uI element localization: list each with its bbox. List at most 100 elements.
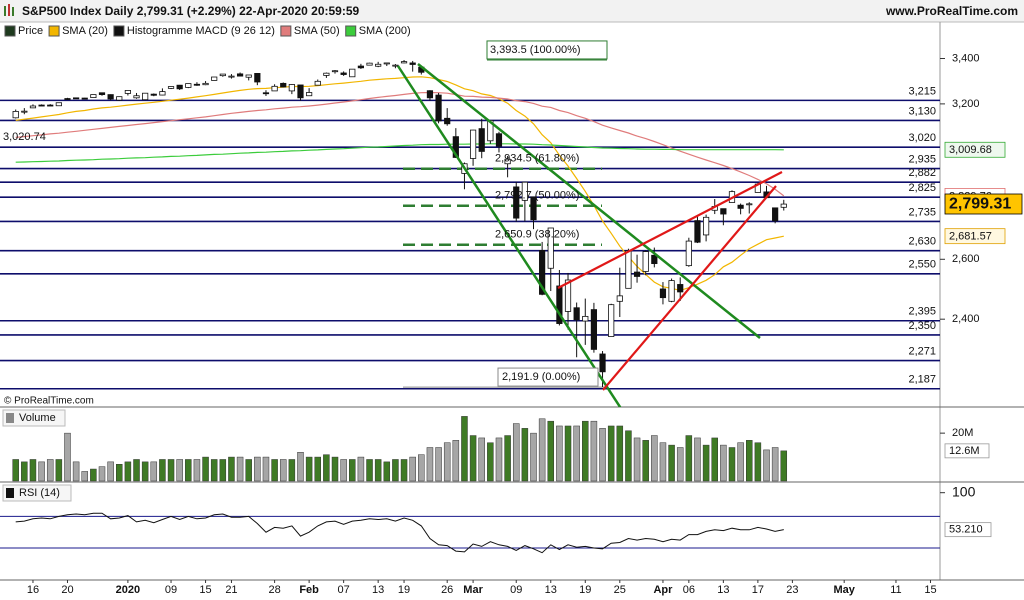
volume-bar bbox=[556, 425, 563, 482]
sma-line bbox=[15, 91, 785, 197]
candle-body bbox=[780, 203, 787, 208]
volume-bar bbox=[642, 440, 649, 482]
legend-label: SMA (50) bbox=[294, 25, 340, 37]
volume-bar bbox=[236, 456, 244, 482]
candle-body bbox=[116, 96, 123, 101]
x-tick-label: 21 bbox=[225, 584, 237, 596]
trend-line bbox=[602, 185, 777, 391]
candle-body bbox=[659, 288, 667, 299]
volume-bar bbox=[193, 459, 201, 482]
candle-body bbox=[21, 110, 28, 113]
volume-bar bbox=[651, 435, 658, 482]
candle-body bbox=[616, 295, 623, 302]
candle-body bbox=[124, 90, 131, 94]
level-label: 2,630 bbox=[908, 236, 936, 248]
volume-bar bbox=[685, 435, 693, 482]
candle-body bbox=[478, 128, 485, 152]
volume-bar bbox=[478, 437, 485, 482]
volume-bar bbox=[12, 459, 19, 482]
volume-bar bbox=[185, 459, 192, 482]
candle-body bbox=[357, 65, 365, 69]
panel-title: Volume bbox=[19, 412, 56, 424]
candle-body bbox=[262, 92, 270, 95]
volume-bar bbox=[323, 454, 330, 482]
x-tick-label: 06 bbox=[683, 584, 695, 596]
fib-label-box bbox=[486, 40, 608, 60]
candle-body bbox=[590, 309, 598, 350]
level-label: 3,215 bbox=[908, 85, 936, 97]
volume-bar bbox=[521, 428, 529, 482]
candle-body bbox=[409, 62, 416, 65]
x-tick-label: 11 bbox=[890, 584, 901, 596]
candle-body bbox=[323, 72, 330, 76]
level-label: 2,735 bbox=[908, 206, 936, 218]
volume-bar bbox=[167, 459, 175, 482]
legend-swatch bbox=[48, 25, 60, 37]
legend-label: Histogramme MACD (9 26 12) bbox=[127, 25, 275, 37]
level-label: 2,825 bbox=[908, 182, 936, 194]
volume-bar bbox=[219, 459, 227, 482]
volume-bar bbox=[728, 447, 736, 482]
level-label: 2,395 bbox=[908, 306, 936, 318]
candle-body bbox=[685, 240, 692, 267]
level-label: 2,882 bbox=[908, 167, 936, 179]
sma-line bbox=[15, 76, 784, 292]
volume-bar bbox=[737, 442, 744, 482]
volume-bar bbox=[659, 442, 667, 482]
candle-body bbox=[625, 250, 632, 289]
overlay-layer: Price SMA (20) Histogramme MACD (9 26 12) S… bbox=[2, 25, 1023, 596]
last-value-label: 12.6M bbox=[949, 445, 980, 457]
volume-bar bbox=[279, 459, 287, 482]
candle-body bbox=[651, 254, 658, 265]
level-label: 2,187 bbox=[908, 374, 936, 386]
level-label: 3,130 bbox=[908, 105, 936, 117]
volume-bar bbox=[305, 456, 313, 482]
volume-bar bbox=[530, 432, 537, 482]
volume-icon bbox=[6, 413, 14, 423]
volume-bar bbox=[210, 459, 218, 482]
rsi-line bbox=[15, 512, 784, 554]
candle-body bbox=[90, 94, 97, 98]
x-tick-label: 13 bbox=[545, 584, 557, 596]
x-tick-label: 07 bbox=[338, 584, 350, 596]
axis-bg bbox=[941, 23, 1024, 406]
volume-bar bbox=[780, 450, 788, 482]
candle-body bbox=[642, 251, 649, 272]
volume-bar bbox=[297, 452, 304, 482]
candle-body bbox=[495, 133, 503, 147]
volume-bar bbox=[633, 437, 641, 482]
candle-body bbox=[297, 84, 304, 99]
candle-body bbox=[668, 280, 675, 302]
volume-bar bbox=[159, 459, 166, 482]
volume-bar bbox=[435, 447, 442, 482]
candle-body bbox=[73, 97, 80, 100]
volume-bar bbox=[443, 442, 451, 482]
volume-bar bbox=[625, 430, 632, 482]
panel-title: RSI (14) bbox=[19, 487, 60, 499]
legend-label: SMA (200) bbox=[359, 25, 411, 37]
volume-bar bbox=[133, 459, 140, 482]
volume-bar bbox=[202, 456, 209, 482]
last-value-tag bbox=[944, 443, 990, 459]
last-value-tag bbox=[944, 193, 1023, 215]
volume-bar bbox=[720, 444, 727, 482]
candle-body bbox=[703, 216, 710, 236]
candle-body bbox=[444, 117, 451, 125]
candle-body bbox=[142, 92, 149, 101]
volume-bar bbox=[754, 442, 762, 482]
plot-layer bbox=[0, 23, 1024, 554]
x-tick-label: 17 bbox=[752, 584, 764, 596]
y-tick-label: 20M bbox=[952, 427, 973, 439]
y-tick-label: 3,200 bbox=[952, 98, 980, 110]
x-tick-label: Apr bbox=[653, 584, 673, 596]
candle-body bbox=[633, 271, 641, 277]
volume-bar bbox=[21, 461, 28, 482]
candle-body bbox=[383, 62, 390, 65]
volume-bar bbox=[314, 456, 321, 482]
candle-body bbox=[98, 92, 106, 95]
candle-body bbox=[608, 304, 615, 337]
candle-body bbox=[55, 102, 62, 107]
candle-body bbox=[677, 284, 684, 293]
candle-body bbox=[150, 93, 157, 96]
